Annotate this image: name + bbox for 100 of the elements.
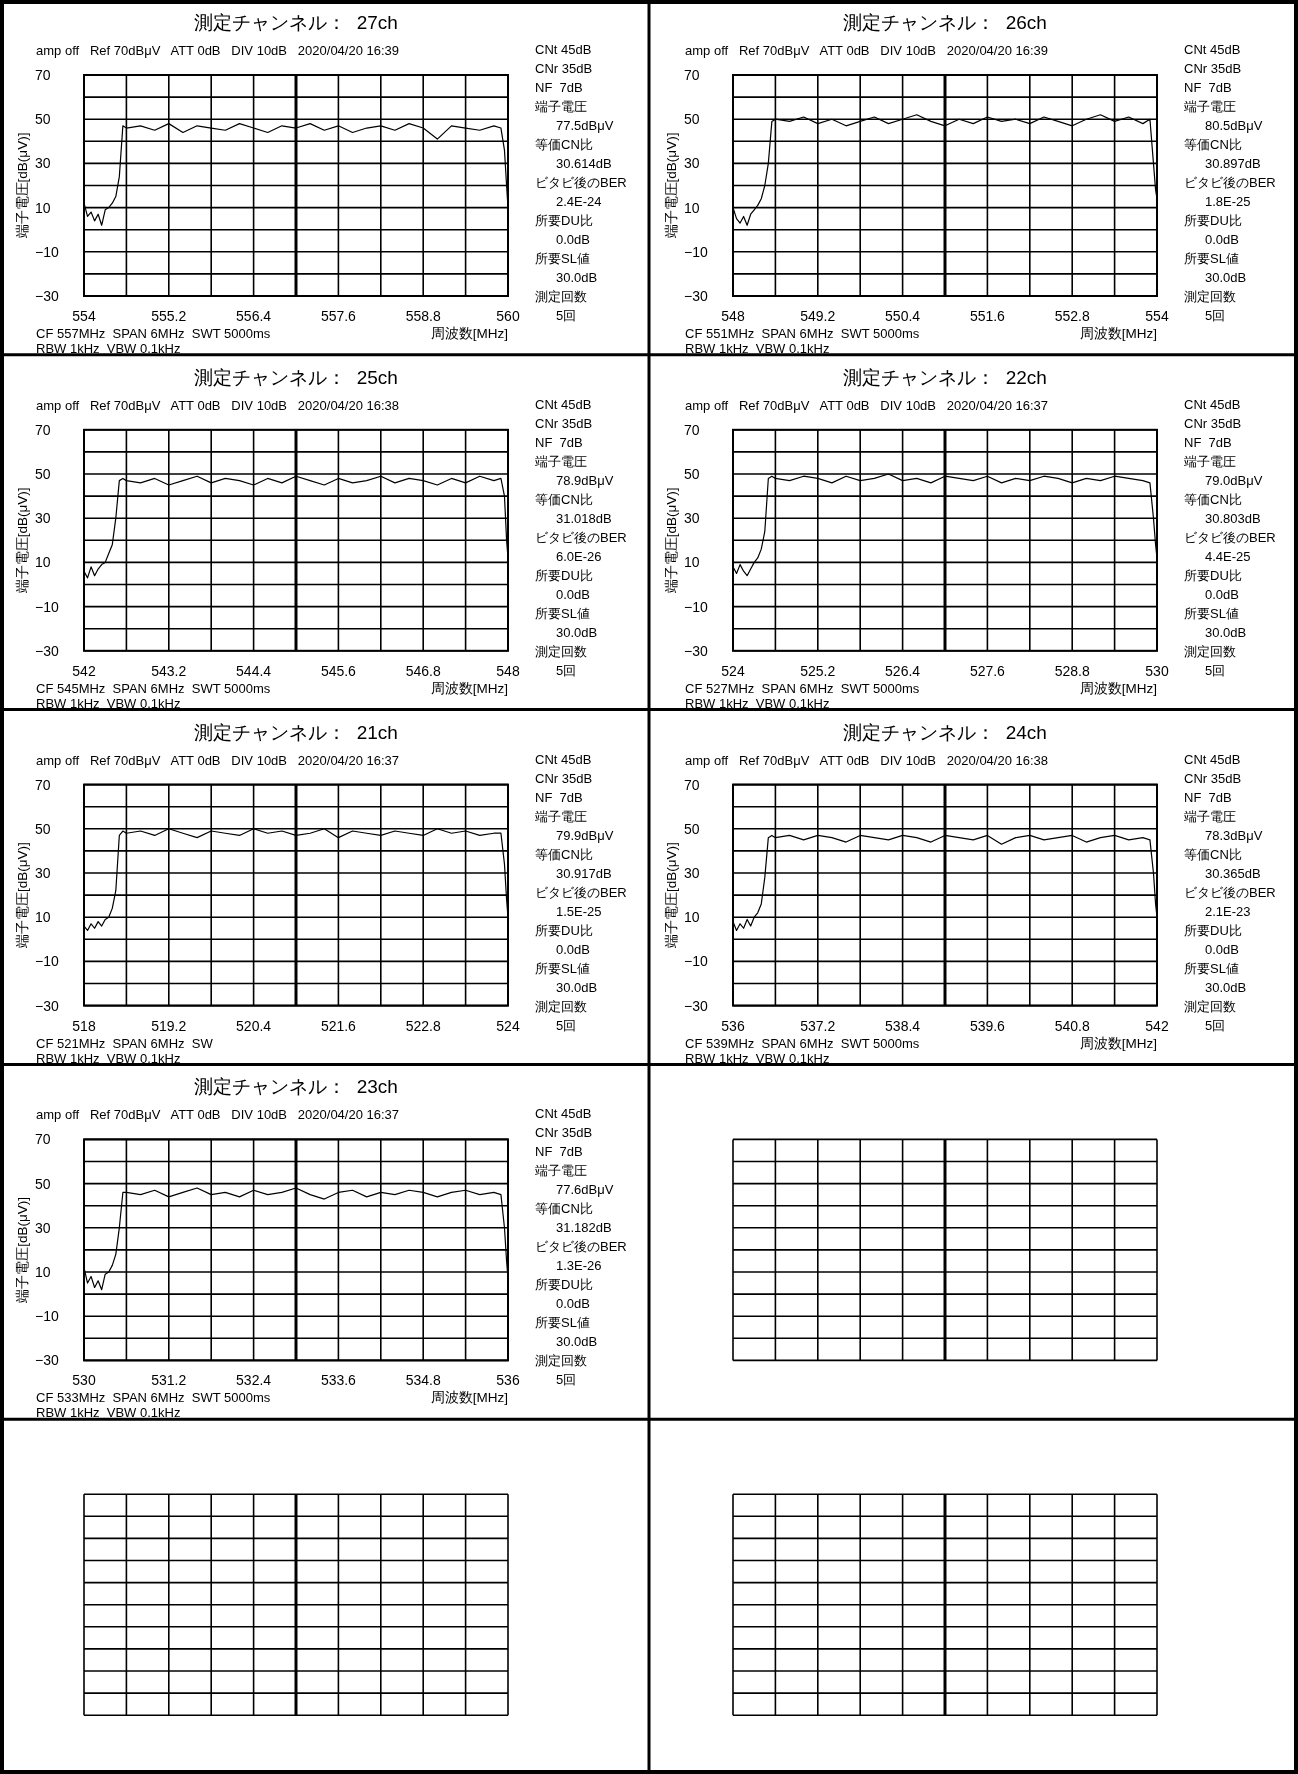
text: 1.3E-26 — [556, 1258, 602, 1274]
text: NF 7dB — [535, 80, 583, 95]
text: 30.0dB — [1205, 270, 1247, 285]
y-tick-label: 50 — [35, 1175, 51, 1192]
text: 78.3dBμV — [1205, 827, 1263, 843]
chart-subtitle: amp off Ref 70dBμV ATT 0dB DIV 10dB 2020/04/20 16:38 — [685, 752, 1049, 768]
x-tick-label: 534.8 — [405, 1372, 441, 1389]
text: CNr 35dB — [535, 61, 593, 76]
x-tick-label: 554 — [1145, 308, 1169, 324]
x-tick-label: 548 — [721, 308, 745, 324]
text: CNt 45dB — [1184, 751, 1241, 767]
y-tick-label: 70 — [684, 776, 700, 793]
text: 端子電圧 — [535, 1163, 587, 1179]
x-tick-label: 555.2 — [151, 308, 187, 324]
text: 0.0dB — [556, 1296, 590, 1312]
y-tick-label: 10 — [35, 199, 51, 216]
text: CF 545MHz SPAN 6MHz SWT 5000ms — [36, 680, 271, 696]
y-tick-label: 10 — [684, 199, 700, 216]
y-tick-label: 70 — [35, 67, 51, 83]
text: 79.0dBμV — [1205, 472, 1263, 488]
text: 30.0dB — [556, 624, 598, 640]
text: 所要DU比 — [1184, 213, 1242, 228]
y-tick-label: 10 — [684, 554, 700, 571]
text: 測定回数 — [535, 998, 587, 1014]
x-axis-title: 周波数[MHz] — [430, 326, 508, 341]
chart-subtitle: amp off Ref 70dBμV ATT 0dB DIV 10dB 2020/04/20 16:39 — [36, 43, 400, 58]
text: 所要DU比 — [1184, 922, 1242, 938]
text: 2.1E-23 — [1205, 903, 1251, 919]
text: 端子電圧 — [1184, 99, 1236, 114]
text: 30.897dB — [1205, 156, 1261, 171]
text: 所要SL値 — [1184, 605, 1239, 621]
text: 所要SL値 — [535, 605, 590, 621]
x-tick-label: 519.2 — [151, 1017, 187, 1034]
y-tick-label: −10 — [684, 953, 708, 970]
text: 所要DU比 — [535, 922, 593, 938]
text: 5回 — [556, 308, 577, 323]
y-tick-label: 50 — [684, 820, 700, 837]
x-tick-label: 537.2 — [800, 1017, 836, 1034]
text: 端子電圧 — [535, 99, 587, 114]
text: 等価CN比 — [535, 137, 593, 152]
x-tick-label: 536 — [496, 1372, 520, 1389]
text: 所要SL値 — [535, 251, 590, 266]
y-tick-label: −10 — [35, 953, 59, 970]
x-axis-title: 周波数[MHz] — [1079, 680, 1157, 696]
text: 端子電圧 — [535, 453, 587, 469]
y-tick-label: −30 — [684, 642, 708, 659]
text: 等価CN比 — [535, 1201, 593, 1217]
y-tick-label: 10 — [684, 909, 700, 926]
y-axis-title: 端子電圧[dB(μV)] — [14, 842, 30, 948]
text: NF 7dB — [535, 1144, 583, 1160]
text: RBW 1kHz VBW 0.1kHz — [685, 1050, 830, 1066]
chart-subtitle: amp off Ref 70dBμV ATT 0dB DIV 10dB 2020/04/20 16:37 — [685, 397, 1049, 413]
x-tick-label: 556.4 — [236, 308, 272, 324]
x-tick-label: 526.4 — [885, 662, 921, 679]
text: RBW 1kHz VBW 0.1kHz — [36, 1050, 181, 1066]
text: CNt 45dB — [535, 1106, 592, 1122]
y-tick-label: −30 — [35, 1352, 59, 1369]
text: 端子電圧 — [1184, 808, 1236, 824]
x-tick-label: 524 — [721, 662, 745, 679]
y-tick-label: 10 — [35, 1264, 51, 1280]
y-tick-label: 10 — [35, 909, 51, 926]
x-tick-label: 522.8 — [405, 1017, 441, 1034]
text: 78.9dBμV — [556, 472, 614, 488]
text: 0.0dB — [556, 232, 590, 247]
chart-title: 測定チャンネル： 21ch — [194, 721, 398, 743]
y-tick-label: 30 — [684, 865, 700, 881]
text: 30.614dB — [556, 156, 612, 171]
text: CF 557MHz SPAN 6MHz SWT 5000ms — [36, 326, 271, 341]
text: 6.0E-26 — [556, 548, 602, 564]
text: CF 521MHz SPAN 6MHz SW — [36, 1035, 214, 1051]
chart-subtitle: amp off Ref 70dBμV ATT 0dB DIV 10dB 2020/04/20 16:37 — [36, 752, 400, 768]
y-tick-label: −30 — [684, 288, 708, 304]
chart-subtitle: amp off Ref 70dBμV ATT 0dB DIV 10dB 2020/04/20 16:38 — [36, 397, 400, 413]
text: 0.0dB — [1205, 586, 1239, 602]
y-tick-label: 30 — [35, 1219, 51, 1236]
text: 所要SL値 — [535, 960, 590, 976]
text: 31.182dB — [556, 1220, 612, 1236]
y-tick-label: −30 — [684, 997, 708, 1014]
x-tick-label: 542 — [72, 662, 96, 679]
text: NF 7dB — [1184, 789, 1232, 805]
text: ビタビ後のBER — [1184, 529, 1276, 545]
x-tick-label: 552.8 — [1054, 308, 1090, 324]
y-axis-title: 端子電圧[dB(μV)] — [14, 1197, 30, 1303]
y-tick-label: 50 — [35, 820, 51, 837]
x-tick-label: 525.2 — [800, 662, 836, 679]
text: ビタビ後のBER — [535, 175, 627, 190]
x-tick-label: 521.6 — [320, 1017, 357, 1034]
text: CF 551MHz SPAN 6MHz SWT 5000ms — [685, 326, 920, 341]
text: 31.018dB — [556, 510, 612, 526]
text: ビタビ後のBER — [1184, 884, 1276, 900]
text: 77.5dBμV — [556, 118, 614, 133]
x-tick-label: 540.8 — [1054, 1017, 1090, 1034]
y-tick-label: 30 — [684, 155, 700, 172]
x-tick-label: 545.6 — [320, 662, 357, 679]
text: 1.5E-25 — [556, 903, 602, 919]
x-tick-label: 533.6 — [320, 1372, 357, 1389]
chart-subtitle: amp off Ref 70dBμV ATT 0dB DIV 10dB 2020/04/20 16:39 — [685, 43, 1049, 58]
y-tick-label: 30 — [35, 865, 51, 881]
x-tick-label: 548 — [496, 662, 520, 679]
text: CNt 45dB — [535, 751, 592, 767]
